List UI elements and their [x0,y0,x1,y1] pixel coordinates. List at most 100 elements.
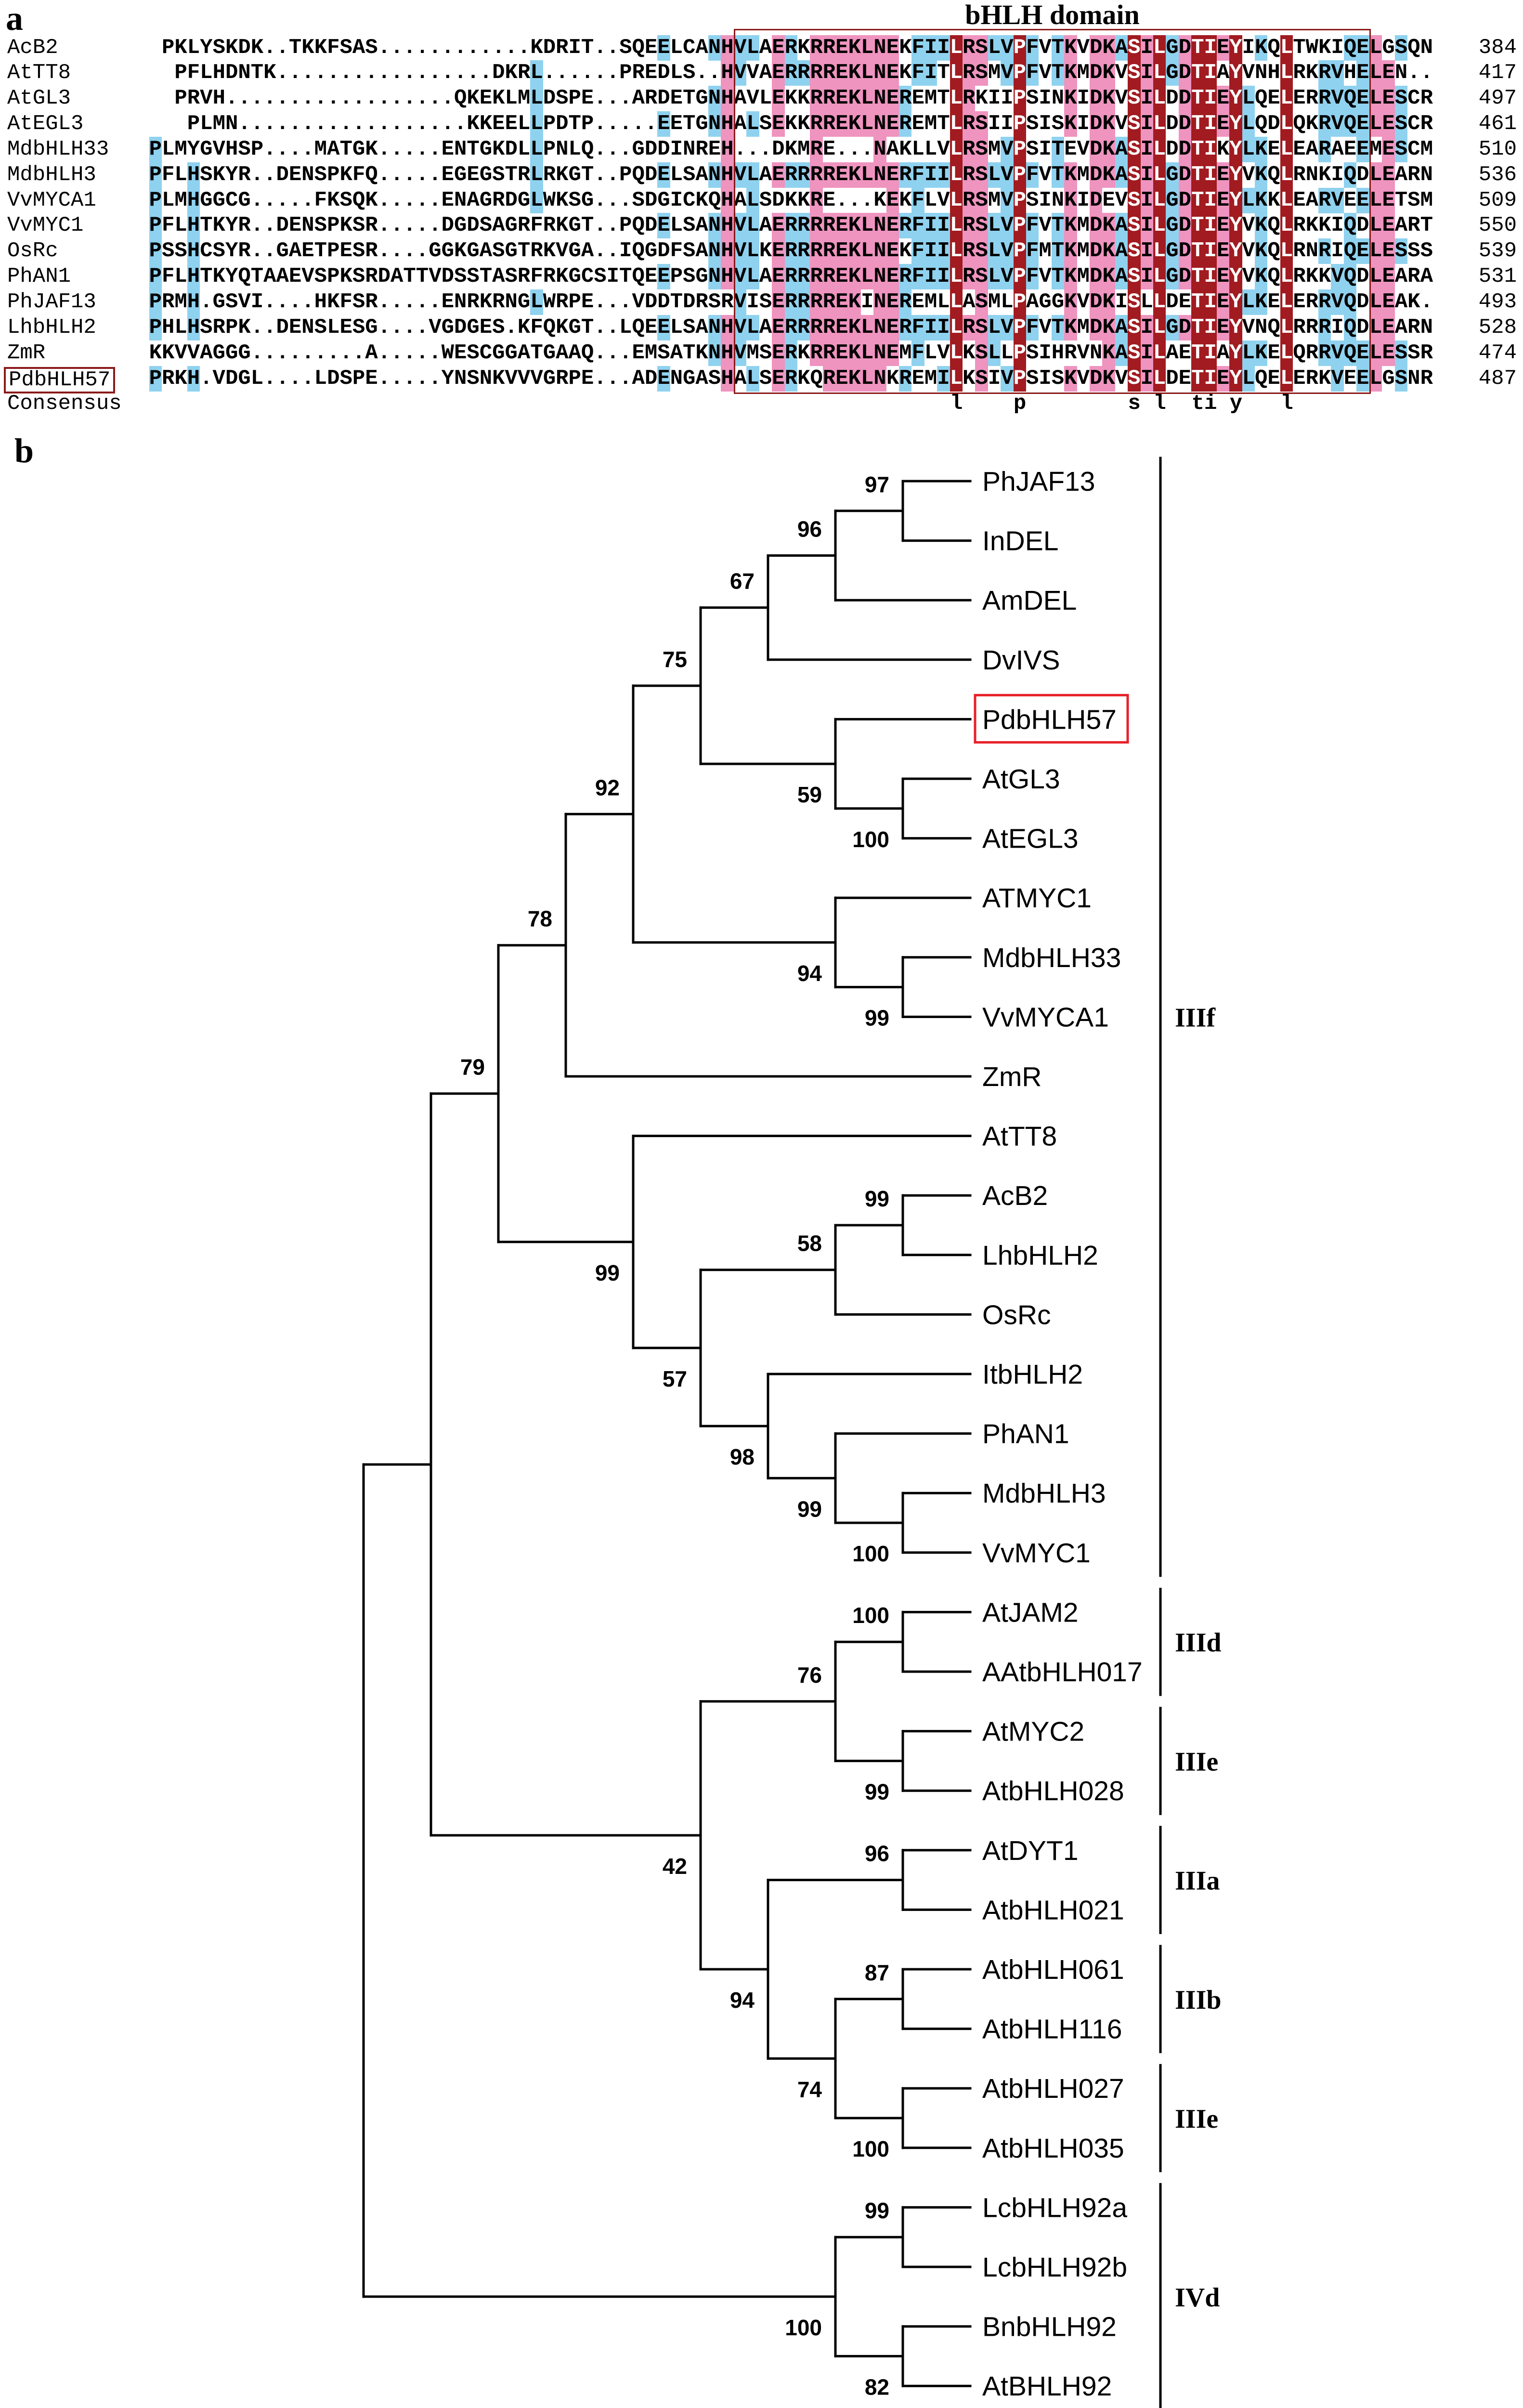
residue: . [594,35,607,60]
residue: . [403,137,416,161]
residue: K [174,35,187,60]
residue: Q [632,213,645,238]
residue: K [1064,162,1077,188]
residue: K [327,290,340,314]
residue: R [1318,238,1331,264]
residue: R [543,162,556,187]
residue: V [1242,264,1255,289]
residue: E [1356,238,1369,264]
residue: . [391,213,404,238]
residue: R [899,314,912,340]
residue: . [848,188,861,212]
residue: S [1026,112,1039,136]
residue: M [1077,213,1090,238]
residue: Y [225,213,238,238]
residue: V [1242,315,1255,340]
residue: . [263,290,276,314]
residue: R [543,213,556,238]
alignment-row: MdbHLH3 PFLHSKYR..DENSPKFQ.....EGEGSTRLRK… [0,162,1523,188]
residue: A [632,86,645,111]
sequence-post-domain: LEARN [1369,162,1433,188]
alignment-row: AtGL3 PRVH..................QKEKLMLDSPE..… [0,86,1523,112]
residue: Y [1229,60,1242,86]
residue: K [784,112,797,136]
residue: S [683,61,696,85]
residue: D [1089,213,1103,239]
residue: K [556,162,569,187]
residue: Q [1267,35,1280,60]
residue: R [963,111,976,137]
residue: G [238,188,251,212]
residue: N [454,137,467,161]
residue: S [314,162,327,187]
residue: K [1255,289,1268,315]
residue: . [416,188,429,212]
residue: Y [1229,213,1242,239]
residue: R [963,314,976,340]
residue: . [377,112,391,136]
residue: S [212,35,225,60]
residue: L [911,137,924,161]
residue: H [721,86,734,112]
residue: . [416,213,429,238]
residue: E [772,213,785,239]
residue: R [784,60,797,86]
residue: S [365,35,378,60]
residue: N [454,290,467,314]
residue: V [1077,35,1090,60]
residue: S [975,213,988,239]
residue: H [721,238,734,264]
residue: E [644,315,658,340]
residue: D [1089,289,1103,315]
residue: E [1216,187,1230,213]
residue: L [988,264,1001,290]
residue: R [238,239,251,263]
sequence-name: ZmR [7,340,46,365]
residue: K [1102,86,1115,112]
residue: Q [1343,86,1357,112]
sequence-bhlh-domain: VLAERRRREKLNERFIILRSLVPFVTKMDKASILGDTIEY… [734,314,1369,340]
sequence-name: LhbHLH2 [7,315,96,340]
residue: P [1013,289,1026,315]
residue: L [950,86,963,112]
residue: K [1102,111,1115,137]
residue: S [556,86,569,111]
residue: E [657,264,670,290]
residue: G [212,340,225,365]
residue: T [937,61,950,85]
residue: N [873,111,886,137]
residue: R [1293,315,1306,340]
residue: . [606,315,620,340]
sequence-pre-domain: PFLHTKYR..DENSPKSR.....DGDSAGRFRKGT..PQD… [149,213,734,239]
residue: D [1089,136,1103,162]
bootstrap-value: 99 [865,1186,889,1211]
residue: R [517,162,531,187]
residue: L [568,137,581,161]
residue: V [1001,314,1014,340]
residue: L [759,86,772,111]
residue: L [950,111,963,137]
residue: S [1128,289,1141,315]
residue: K [848,238,861,264]
residue: A [327,137,340,161]
sequence-end-position: 461 [1478,112,1517,136]
residue: T [1051,35,1065,61]
residue: L [746,238,759,264]
residue: K [1064,35,1077,61]
residue: P [1013,314,1026,340]
residue: E [1356,35,1369,61]
residue: I [1204,162,1217,188]
residue: K [848,289,861,315]
residue: M [988,137,1001,161]
residue: . [429,213,442,238]
residue: N [1051,86,1065,111]
residue: N [708,238,721,264]
residue: A [479,239,493,263]
residue: F [1026,213,1039,239]
residue: S [759,188,772,212]
residue: E [505,112,518,136]
alignment-row: OsRc PSSHCSYR..GAETPESR....GGKGASGTRKVGA.… [0,238,1523,264]
residue: T [683,112,696,136]
residue: Y [187,137,200,161]
residue: V [937,188,950,212]
